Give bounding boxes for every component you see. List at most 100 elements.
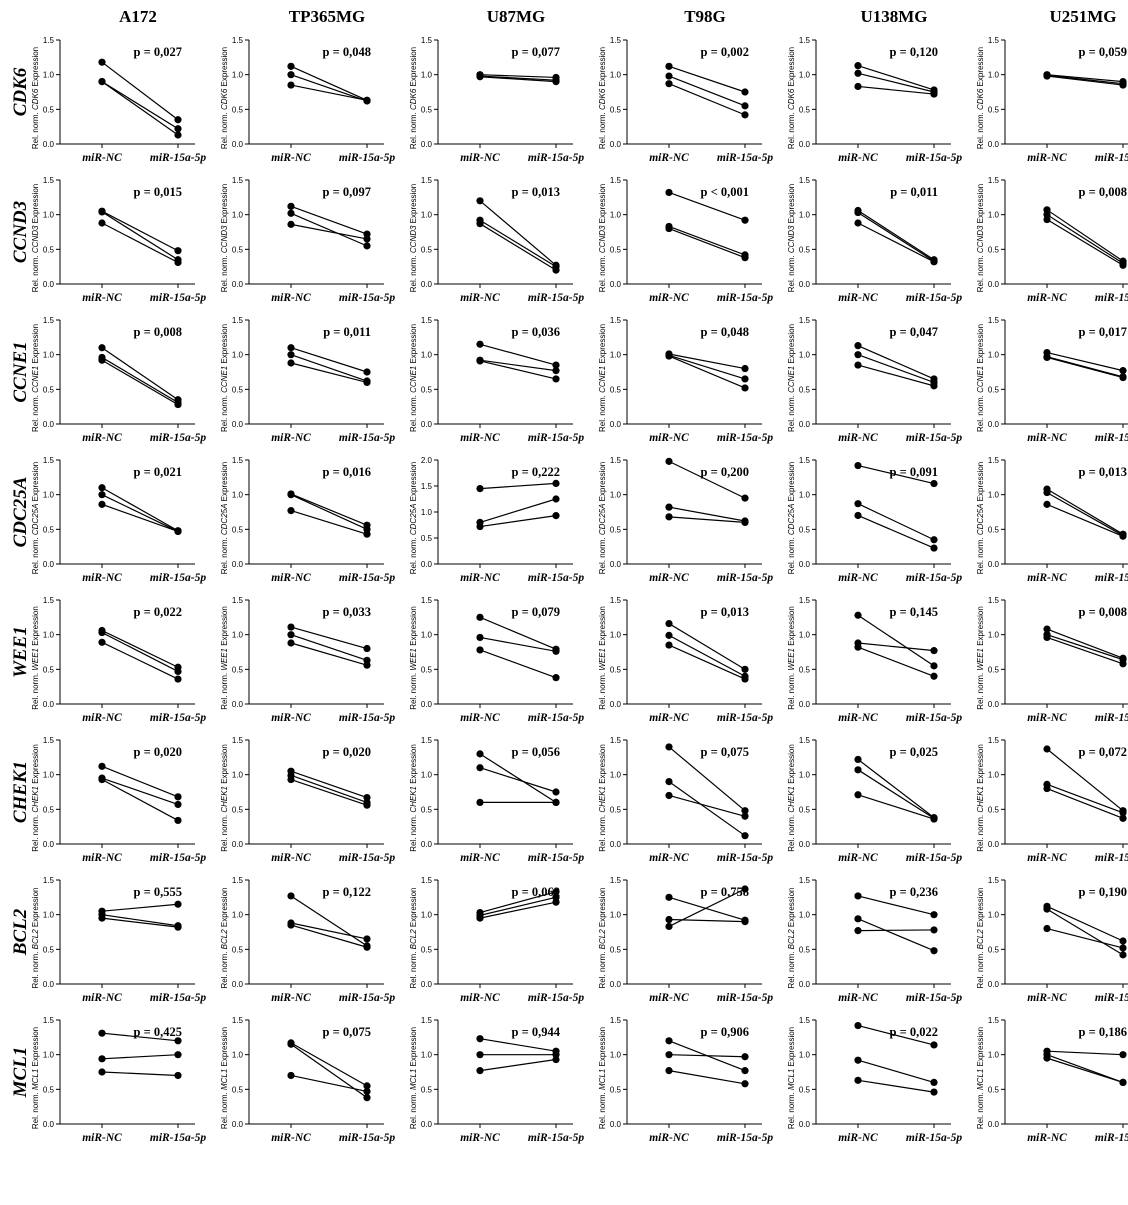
y-tick-label: 1.0 <box>610 911 622 920</box>
replicate-line-3 <box>479 901 557 919</box>
column-header-u87mg: U87MG <box>487 7 546 26</box>
category-label-mir-nc: miR-NC <box>271 292 311 304</box>
point-mir-nc-2 <box>665 72 673 80</box>
y-tick-label: 1.0 <box>799 71 811 80</box>
category-label-mir-15a-5p: miR-15a-5p <box>150 712 206 724</box>
y-tick-label: 0.0 <box>232 840 244 849</box>
y-tick-label: 0.0 <box>43 980 55 989</box>
y-tick-label: 0.0 <box>610 840 622 849</box>
point-mir-nc-3 <box>98 219 106 227</box>
y-tick-label: 0.0 <box>421 560 433 569</box>
y-axis-label: Rel. norm. CDK6 Expression <box>409 47 418 149</box>
y-tick-label: 1.0 <box>43 351 55 360</box>
point-mir-nc-1 <box>665 743 673 751</box>
point-mir-15a-5p-2 <box>741 102 749 110</box>
y-axis-label: Rel. norm. CDC25A Expression <box>598 462 607 575</box>
y-tick-label: 1.5 <box>799 876 811 885</box>
y-tick-label: 0.5 <box>232 945 244 954</box>
category-label-mir-15a-5p: miR-15a-5p <box>528 712 584 724</box>
replicate-line-1 <box>479 343 557 366</box>
point-mir-15a-5p-1 <box>174 900 182 908</box>
replicate-line-2 <box>857 72 935 93</box>
row-header-wee1: WEE1 <box>10 626 31 678</box>
y-tick-label: 0.5 <box>43 945 55 954</box>
point-mir-15a-5p-2 <box>552 367 560 375</box>
y-tick-label: 1.0 <box>232 911 244 920</box>
replicate-line-2 <box>101 914 179 927</box>
point-mir-15a-5p-3 <box>552 266 560 274</box>
y-tick-label: 0.0 <box>988 700 1000 709</box>
replicate-line-3 <box>290 84 368 101</box>
y-axis-label: Rel. norm. CCNE1 Expression <box>409 324 418 432</box>
replicate-line-3 <box>101 641 179 680</box>
category-label-mir-nc: miR-NC <box>838 432 878 444</box>
replicate-line-1 <box>101 765 179 798</box>
category-label-mir-nc: miR-NC <box>460 852 500 864</box>
point-mir-15a-5p-1 <box>174 793 182 801</box>
y-tick-label: 0.0 <box>421 280 433 289</box>
point-mir-15a-5p-1 <box>741 364 749 373</box>
point-mir-15a-5p-3 <box>1119 660 1127 668</box>
y-tick-label: 0.5 <box>421 665 433 674</box>
category-label-mir-15a-5p: miR-15a-5p <box>528 1132 584 1144</box>
point-mir-15a-5p-3 <box>1119 944 1127 952</box>
replicate-line-3 <box>1046 787 1124 819</box>
point-mir-nc-2 <box>476 764 484 772</box>
point-mir-nc-3 <box>854 219 862 227</box>
point-mir-nc-3 <box>854 82 862 91</box>
replicate-line-1 <box>479 753 557 803</box>
category-label-mir-15a-5p: miR-15a-5p <box>339 1132 395 1144</box>
point-mir-nc-1 <box>98 58 106 66</box>
point-mir-15a-5p-2 <box>174 800 182 809</box>
category-label-mir-nc: miR-NC <box>460 572 500 584</box>
point-mir-nc-1 <box>476 1035 484 1043</box>
category-label-mir-nc: miR-NC <box>649 852 689 864</box>
point-mir-15a-5p-3 <box>930 382 938 390</box>
point-mir-15a-5p-3 <box>552 78 560 86</box>
point-mir-15a-5p-3 <box>363 943 371 951</box>
replicate-line-3 <box>668 83 746 116</box>
point-mir-nc-2 <box>1043 905 1051 913</box>
category-label-mir-15a-5p: miR-15a-5p <box>528 152 584 164</box>
y-tick-label: 1.0 <box>988 211 1000 220</box>
y-tick-label: 1.0 <box>799 351 811 360</box>
category-label-mir-15a-5p: miR-15a-5p <box>1095 572 1128 584</box>
point-mir-nc-3 <box>665 352 673 360</box>
replicate-line-3 <box>479 515 557 528</box>
y-axis-label: Rel. norm. WEE1 Expression <box>976 606 985 710</box>
category-label-mir-nc: miR-NC <box>271 992 311 1004</box>
replicate-line-3 <box>1046 636 1124 665</box>
y-axis-label: Rel. norm. BCL2 Expression <box>409 888 418 989</box>
point-mir-nc-1 <box>665 457 673 465</box>
replicate-line-3 <box>101 503 179 532</box>
y-axis-label: Rel. norm. BCL2 Expression <box>976 888 985 989</box>
point-mir-nc-2 <box>98 491 106 499</box>
category-label-mir-15a-5p: miR-15a-5p <box>528 992 584 1004</box>
p-value-label: p = 0,015 <box>134 185 182 199</box>
y-axis-label: Rel. norm. MCL1 Expression <box>220 1027 229 1129</box>
replicate-line-1 <box>1046 905 1124 942</box>
y-axis-label: Rel. norm. BCL2 Expression <box>31 888 40 989</box>
y-tick-label: 0.5 <box>43 1085 55 1094</box>
point-mir-15a-5p-2 <box>174 1051 182 1059</box>
replicate-line-1 <box>857 1024 935 1046</box>
p-value-label: p = 0,425 <box>134 1025 182 1039</box>
y-tick-label: 0.5 <box>232 525 244 534</box>
category-label-mir-15a-5p: miR-15a-5p <box>717 152 773 164</box>
replicate-line-3 <box>668 516 746 523</box>
y-tick-label: 1.0 <box>610 631 622 640</box>
y-tick-label: 0.5 <box>799 105 811 114</box>
replicate-line-2 <box>101 211 179 261</box>
y-tick-label: 0.0 <box>610 700 622 709</box>
point-mir-15a-5p-1 <box>552 361 560 369</box>
y-tick-label: 1.5 <box>988 876 1000 885</box>
p-value-label: p = 0,021 <box>134 465 182 479</box>
y-tick-label: 1.0 <box>43 1051 55 1060</box>
y-tick-label: 1.0 <box>988 71 1000 80</box>
point-mir-15a-5p-3 <box>174 816 182 825</box>
y-axis-label: Rel. norm. CCND3 Expression <box>409 184 418 292</box>
category-label-mir-15a-5p: miR-15a-5p <box>1095 292 1128 304</box>
y-axis-label: Rel. norm. CDK6 Expression <box>787 47 796 149</box>
